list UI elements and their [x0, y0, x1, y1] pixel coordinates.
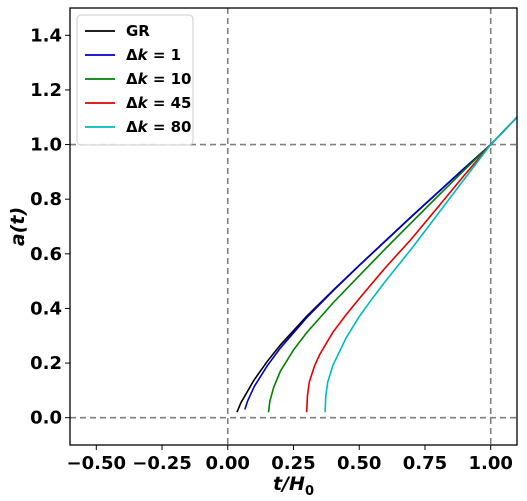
- y-tick-label: 0.0: [30, 408, 62, 429]
- x-axis-label: t/H0: [273, 473, 314, 499]
- y-tick-label: 0.6: [30, 244, 62, 265]
- series-line: [236, 116, 518, 413]
- legend-label: Δk = 45: [126, 94, 191, 112]
- y-tick-label: 0.2: [30, 353, 62, 374]
- x-tick-label: −0.50: [67, 453, 127, 474]
- series-lines: [236, 116, 518, 413]
- axis-ticks: [65, 34, 492, 450]
- legend-box: [76, 14, 194, 146]
- y-tick-label: 1.4: [30, 25, 62, 46]
- legend: GR Δk = 1 Δk = 10 Δk = 45 Δk = 80: [76, 14, 194, 146]
- y-tick-label: 1.2: [30, 80, 62, 101]
- series-line: [267, 116, 518, 413]
- legend-label: Δk = 80: [126, 118, 191, 136]
- x-axis-label-sub: 0: [305, 484, 314, 499]
- x-tick-label: 1.00: [468, 453, 512, 474]
- x-tick-label: −0.25: [132, 453, 192, 474]
- tick-labels: −0.50 −0.25 0.00 0.25 0.50 0.75 1.00 0.0 0.2 0.4 0…: [30, 25, 513, 474]
- y-tick-label: 0.8: [30, 189, 62, 210]
- y-tick-label: 1.0: [30, 135, 62, 156]
- y-tick-label: 0.4: [30, 298, 62, 319]
- x-tick-label: 0.75: [403, 453, 447, 474]
- y-axis-label: a(t): [7, 207, 29, 246]
- x-tick-label: 0.00: [206, 453, 250, 474]
- series-line: [324, 116, 518, 413]
- legend-label: GR: [126, 22, 150, 40]
- legend-label: Δk = 10: [126, 70, 191, 88]
- series-line: [305, 116, 518, 413]
- series-line: [244, 116, 518, 410]
- x-axis-label-main: t/H: [273, 473, 305, 495]
- x-tick-label: 0.25: [271, 453, 315, 474]
- x-tick-label: 0.50: [337, 453, 381, 474]
- legend-label: Δk = 1: [126, 46, 181, 64]
